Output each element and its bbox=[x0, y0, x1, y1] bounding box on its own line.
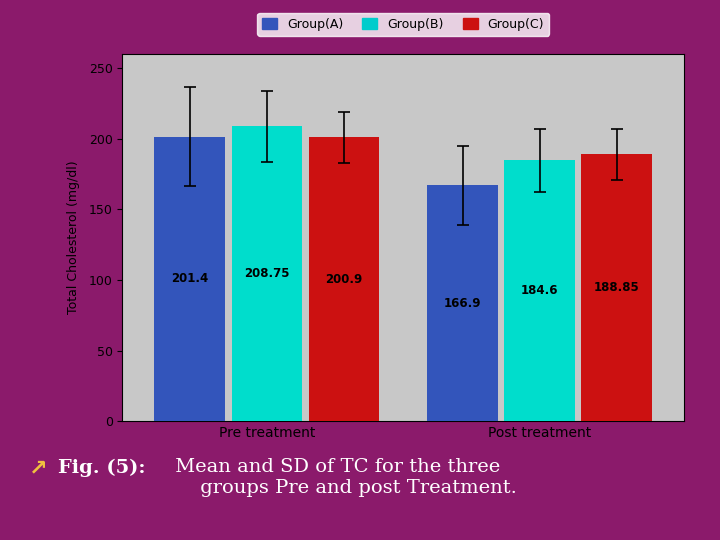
Text: 188.85: 188.85 bbox=[594, 281, 639, 294]
Text: Mean and SD of TC for the three
     groups Pre and post Treatment.: Mean and SD of TC for the three groups P… bbox=[169, 458, 517, 497]
Bar bbox=[504, 160, 575, 421]
Text: 200.9: 200.9 bbox=[325, 273, 362, 286]
Bar bbox=[581, 154, 652, 421]
Bar bbox=[232, 126, 302, 421]
Bar bbox=[309, 138, 379, 421]
Text: 184.6: 184.6 bbox=[521, 285, 558, 298]
Bar bbox=[155, 137, 225, 421]
Text: Fig. (5):: Fig. (5): bbox=[58, 458, 145, 477]
Legend: Group(A), Group(B), Group(C): Group(A), Group(B), Group(C) bbox=[257, 12, 549, 36]
Text: 166.9: 166.9 bbox=[444, 297, 481, 310]
Y-axis label: Total Cholesterol (mg/dl): Total Cholesterol (mg/dl) bbox=[68, 161, 81, 314]
Text: 208.75: 208.75 bbox=[244, 267, 289, 280]
Bar bbox=[427, 185, 498, 421]
Text: 201.4: 201.4 bbox=[171, 273, 208, 286]
Text: ↗: ↗ bbox=[29, 458, 48, 478]
